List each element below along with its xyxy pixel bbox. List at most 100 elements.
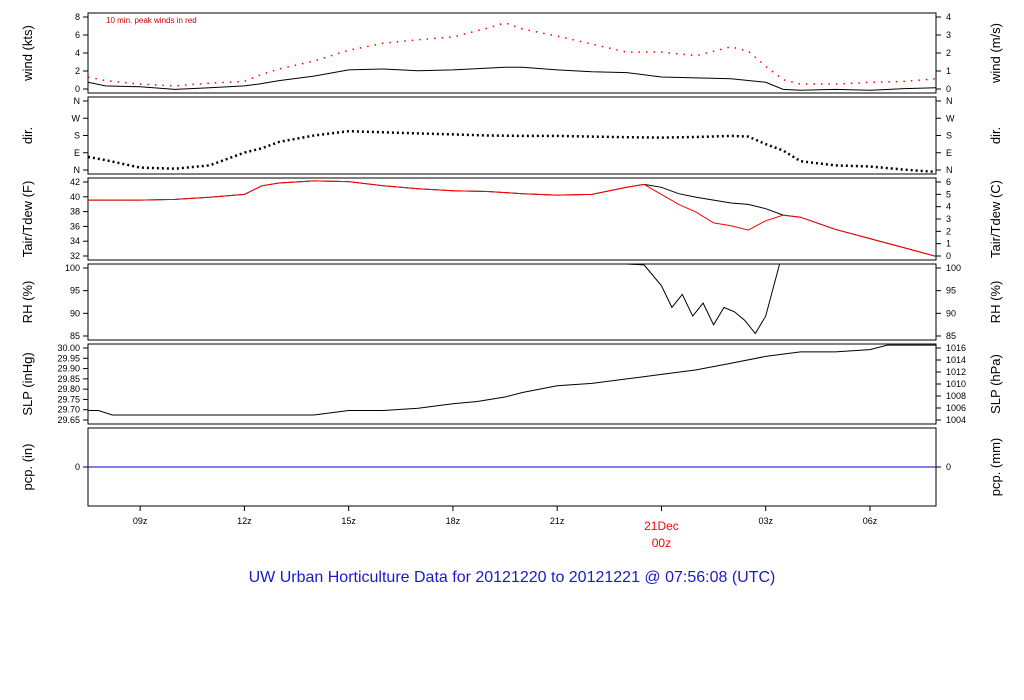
y-tick-label-left: 29.95: [57, 353, 80, 363]
y-axis-label-right: wind (m/s): [988, 23, 1003, 84]
y-axis-label-right: SLP (hPa): [988, 354, 1003, 414]
y-axis-label-left: Tair/Tdew (F): [20, 181, 35, 258]
y-tick-label-right: 1: [946, 239, 951, 249]
series-rh: [320, 263, 808, 335]
y-tick-label-right: 0: [946, 251, 951, 261]
y-tick-label-left: 29.90: [57, 364, 80, 374]
panel-frame: [87, 177, 937, 261]
x-tick-label: 03z: [758, 516, 773, 526]
y-tick-label-right: 4: [946, 12, 951, 22]
y-tick-label-right: 0: [946, 84, 951, 94]
day-marker-date: 21Dec: [644, 519, 679, 533]
y-tick-label-left: 29.70: [57, 405, 80, 415]
y-tick-label-left: N: [74, 165, 81, 175]
y-tick-label-right: 6: [946, 177, 951, 187]
y-tick-label-right: 1006: [946, 403, 966, 413]
y-tick-label-right: 3: [946, 214, 951, 224]
y-tick-label-right: 85: [946, 331, 956, 341]
y-tick-label-right: 95: [946, 286, 956, 296]
y-axis-label-left: wind (kts): [20, 25, 35, 82]
y-tick-label-left: 29.65: [57, 415, 80, 425]
y-tick-label-left: 0: [75, 84, 80, 94]
y-tick-label-left: 34: [70, 236, 80, 246]
y-tick-label-left: 40: [70, 192, 80, 202]
y-axis-label-left: RH (%): [20, 281, 35, 324]
y-tick-label-right: 1014: [946, 355, 966, 365]
panel-wind: wind (kts) wind (m/s) 0 2 4 6 8 0 1 2 3 4 10 min. pe…: [20, 12, 1003, 94]
panel-frame: [87, 263, 937, 341]
day-marker-label: 00z: [652, 536, 671, 550]
y-tick-label-right: 1016: [946, 343, 966, 353]
y-tick-label-right: 100: [946, 263, 961, 273]
panel-slp: SLP (inHg) SLP (hPa)29.6529.7029.7529.802…: [20, 343, 1003, 425]
y-tick-label-right: S: [946, 131, 952, 141]
y-tick-label-left: 29.85: [57, 374, 80, 384]
y-tick-label-left: 30.00: [57, 343, 80, 353]
y-tick-label-right: 90: [946, 308, 956, 318]
y-tick-label-left: 36: [70, 221, 80, 231]
y-axis-label-right: dir.: [988, 127, 1003, 144]
y-tick-label-left: 32: [70, 251, 80, 261]
y-tick-label-left: 42: [70, 177, 80, 187]
series-10-min-peak-winds: [87, 22, 937, 87]
y-axis-label-left: pcp. (in): [20, 444, 35, 491]
y-axis-label-left: dir.: [20, 127, 35, 144]
y-axis-label-left: SLP (inHg): [20, 352, 35, 415]
y-tick-label-left: 6: [75, 30, 80, 40]
y-tick-label-right: N: [946, 165, 953, 175]
y-tick-label-left: 8: [75, 12, 80, 22]
series-wind-speed: [87, 66, 937, 91]
y-tick-label-right: 1010: [946, 379, 966, 389]
y-tick-label-right: 2: [946, 226, 951, 236]
y-tick-label-right: W: [946, 113, 955, 123]
y-tick-label-left: N: [74, 96, 81, 106]
panel-frame: [87, 12, 937, 94]
y-tick-label-left: 29.80: [57, 384, 80, 394]
y-tick-label-right: 1012: [946, 367, 966, 377]
y-tick-label-right: E: [946, 148, 952, 158]
x-tick-label: 15z: [341, 516, 356, 526]
panel-temp: Tair/Tdew (F) Tair/Tdew (C)32343638404201…: [20, 177, 1003, 261]
y-tick-label-left: E: [74, 148, 80, 158]
y-tick-label-left: 0: [75, 462, 80, 472]
time-axis: 09z 12z 15z 18z 21z 03z 06z 21Dec 00z: [133, 506, 878, 550]
y-tick-label-left: 95: [70, 286, 80, 296]
y-tick-label-left: W: [72, 113, 81, 123]
series-tdew: [88, 180, 937, 257]
y-tick-label-left: 38: [70, 207, 80, 217]
y-axis-label-right: pcp. (mm): [988, 438, 1003, 497]
y-tick-label-left: 100: [65, 263, 80, 273]
x-tick-label: 12z: [237, 516, 252, 526]
series-tair: [88, 180, 937, 257]
y-tick-label-left: 29.75: [57, 394, 80, 404]
y-axis-label-right: Tair/Tdew (C): [988, 180, 1003, 258]
panel-annotation: 10 min. peak winds in red: [106, 16, 197, 25]
y-tick-label-right: 1: [946, 66, 951, 76]
y-tick-label-right: N: [946, 96, 953, 106]
panel-pcp: pcp. (in) pcp. (mm) 0 0: [20, 427, 1003, 507]
y-tick-label-left: S: [74, 131, 80, 141]
x-tick-label: 06z: [863, 516, 878, 526]
series-slp: [88, 344, 936, 416]
y-tick-label-right: 5: [946, 189, 951, 199]
y-tick-label-right: 1008: [946, 391, 966, 401]
x-tick-label: 09z: [133, 516, 148, 526]
x-tick-label: 21z: [550, 516, 565, 526]
y-tick-label-left: 85: [70, 331, 80, 341]
y-tick-label-right: 0: [946, 462, 951, 472]
y-tick-label-right: 3: [946, 30, 951, 40]
y-tick-label-left: 2: [75, 66, 80, 76]
y-tick-label-right: 1004: [946, 415, 966, 425]
x-tick-label: 18z: [446, 516, 461, 526]
series-wind-direction: [87, 129, 937, 174]
y-tick-label-left: 4: [75, 48, 80, 58]
chart-title: UW Urban Horticulture Data for 20121220 …: [249, 569, 776, 586]
y-tick-label-right: 2: [946, 48, 951, 58]
y-tick-label-right: 4: [946, 202, 951, 212]
y-tick-label-left: 90: [70, 308, 80, 318]
panel-rh: RH (%) RH (%) 85 90 95 100 85 90 95 100: [20, 263, 1003, 341]
y-axis-label-right: RH (%): [988, 281, 1003, 324]
